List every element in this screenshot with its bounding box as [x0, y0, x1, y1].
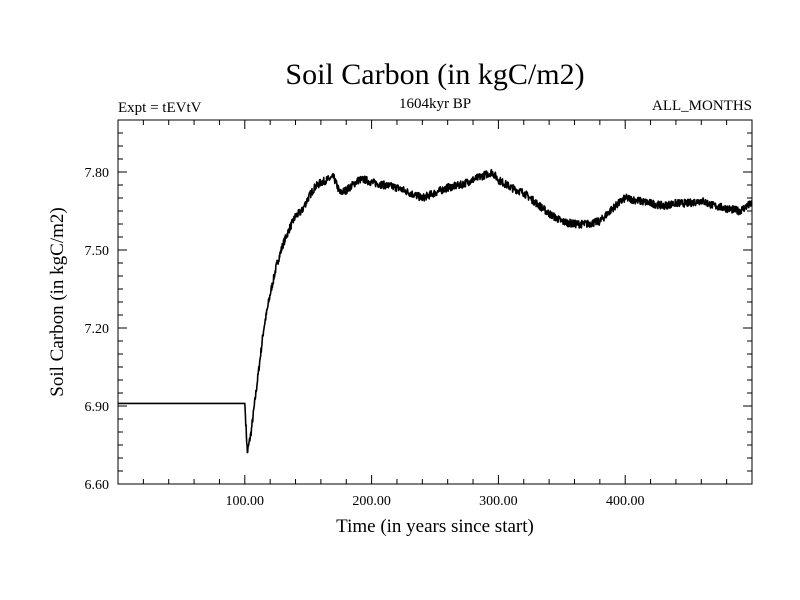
x-tick-label: 400.00: [606, 494, 645, 509]
y-tick-label: 7.20: [85, 322, 110, 337]
x-tick-label: 100.00: [226, 494, 265, 509]
tick-labels: 100.00 200.00 300.00 400.00 6.60 6.90 7.20 7.50…: [85, 166, 645, 509]
y-axis-title: Soil Carbon (in kgC/m2): [47, 207, 68, 396]
y-tick-label: 6.90: [85, 400, 110, 415]
series-line: [117, 168, 753, 454]
plot-frame: [117, 119, 753, 485]
experiment-label: Expt = tEVtV: [118, 100, 202, 116]
y-tick-label: 7.50: [85, 244, 110, 259]
x-tick-label: 300.00: [479, 494, 518, 509]
series-group: [117, 168, 753, 454]
y-tick-label: 6.60: [85, 478, 110, 493]
x-tick-label: 200.00: [352, 494, 391, 509]
axis-ticks: [118, 119, 752, 485]
months-label: ALL_MONTHS: [652, 98, 752, 114]
y-tick-label: 7.80: [85, 166, 110, 181]
period-label: 1604kyr BP: [399, 96, 471, 112]
x-axis-title: Time (in years since start): [336, 516, 534, 537]
chart-title: Soil Carbon (in kgC/m2): [285, 58, 584, 91]
